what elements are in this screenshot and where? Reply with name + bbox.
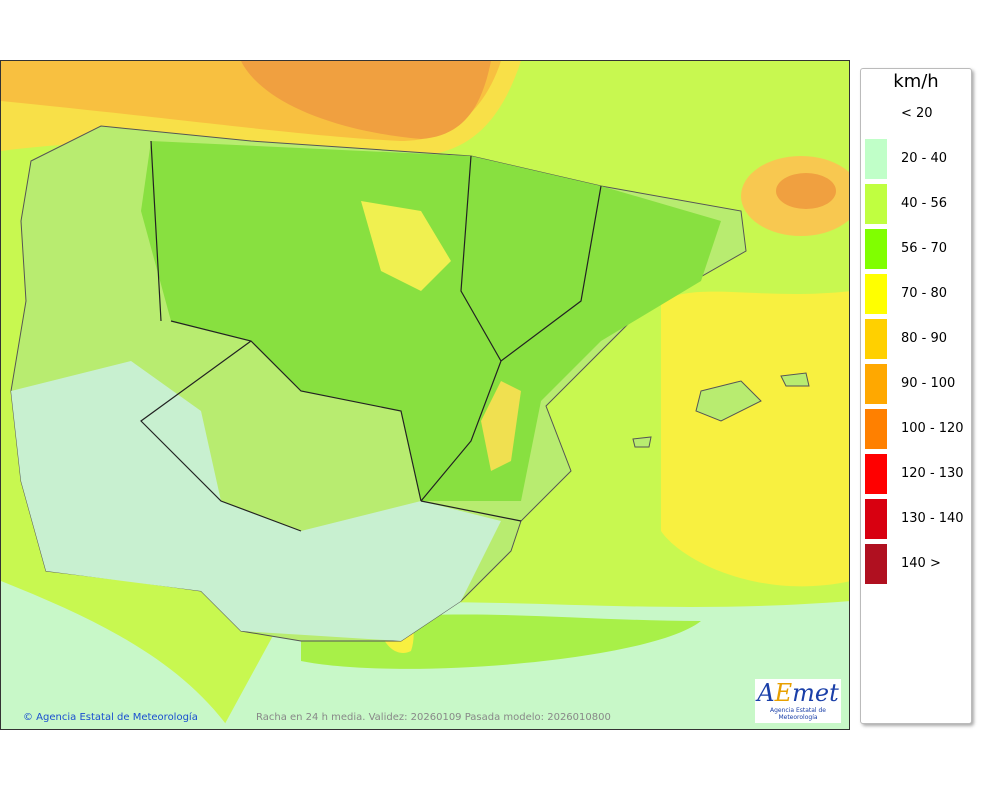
legend-item: 56 - 70 [865,229,969,269]
legend-swatch [865,274,887,314]
legend-label: 140 > [901,556,941,571]
legend-item: 140 > [865,544,969,584]
wind-legend: km/h < 20 20 - 40 40 - 56 56 - 70 70 - 80 80 … [860,68,972,724]
legend-swatch [865,229,887,269]
legend-item: 40 - 56 [865,184,969,224]
legend-item: < 20 [865,94,969,134]
legend-label: 120 - 130 [901,466,964,481]
legend-label: 90 - 100 [901,376,956,391]
legend-item: 100 - 120 [865,409,969,449]
legend-label: 40 - 56 [901,196,948,211]
legend-label: < 20 [901,106,933,121]
legend-label: 70 - 80 [901,286,948,301]
legend-swatch [865,184,887,224]
legend-swatch [865,454,887,494]
legend-item: 90 - 100 [865,364,969,404]
legend-item: 70 - 80 [865,274,969,314]
wind-gust-map: © Agencia Estatal de Meteorología Racha … [0,60,850,730]
legend-swatch [865,499,887,539]
legend-item: 80 - 90 [865,319,969,359]
map-caption: Racha en 24 h media. Validez: 20260109 P… [256,712,611,723]
aemet-logo: AEmet Agencia Estatal de Meteorología [755,679,841,723]
legend-swatch [865,544,887,584]
legend-item: 20 - 40 [865,139,969,179]
legend-swatch [865,364,887,404]
legend-item: 130 - 140 [865,499,969,539]
legend-unit: km/h [893,71,939,92]
legend-label: 80 - 90 [901,331,948,346]
copyright-credit[interactable]: © Agencia Estatal de Meteorología [23,712,198,723]
legend-label: 56 - 70 [901,241,948,256]
legend-swatch [865,139,887,179]
map-canvas [1,61,849,729]
legend-label: 20 - 40 [901,151,948,166]
legend-swatch [865,319,887,359]
legend-swatch [865,409,887,449]
legend-item: 120 - 130 [865,454,969,494]
legend-label: 130 - 140 [901,511,964,526]
legend-label: 100 - 120 [901,421,964,436]
